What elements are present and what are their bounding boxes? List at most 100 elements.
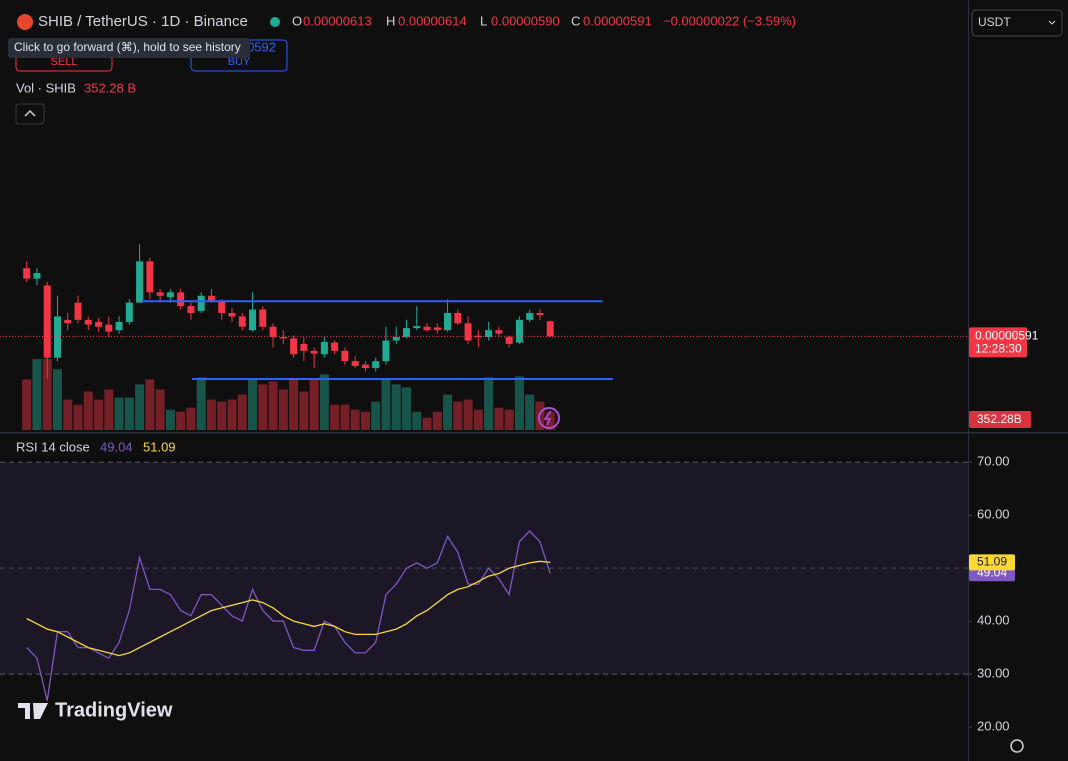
candle-body: [495, 330, 503, 334]
candle-body: [310, 350, 318, 354]
h-value: 0.00000614: [398, 13, 467, 28]
candle-body: [331, 342, 339, 351]
volume-bar: [463, 399, 473, 430]
volume-bar: [371, 401, 381, 430]
volume-bar: [401, 387, 411, 430]
volume-badge-label: 352.28B: [977, 412, 1022, 426]
buy-label[interactable]: BUY: [228, 56, 251, 68]
y-tick-label: 70.00: [977, 454, 1010, 469]
axis-divider: [968, 0, 969, 761]
volume-bar: [52, 369, 62, 430]
rsi-band: [0, 462, 968, 675]
dropdown-icon: [1048, 20, 1056, 25]
currency-label[interactable]: USDT: [978, 15, 1011, 29]
settings-icon[interactable]: [1010, 739, 1024, 753]
candle-body: [444, 312, 452, 331]
pane-divider: [0, 432, 1068, 434]
candle-body: [546, 321, 554, 337]
rsi-legend: RSI 14 close: [16, 439, 90, 454]
volume-bar: [360, 411, 370, 430]
volume-bar: [165, 409, 175, 430]
volume-bar: [94, 399, 104, 430]
volume-bar: [268, 381, 278, 430]
candle-body: [64, 319, 72, 324]
volume-bar: [381, 379, 391, 430]
candle-body: [249, 309, 257, 331]
candle-body: [433, 327, 441, 331]
change: −0.00000022 (−3.59%): [663, 13, 796, 28]
candle-body: [485, 330, 493, 338]
volume-bar: [176, 411, 186, 430]
sell-label[interactable]: SELL: [51, 56, 78, 68]
candle-body: [238, 316, 246, 327]
bolt: [543, 410, 552, 426]
volume-bar: [145, 379, 155, 430]
volume-bar: [114, 397, 124, 430]
candle-body: [279, 337, 287, 339]
volume-bar: [525, 394, 535, 430]
y-tick-label: 20.00: [977, 718, 1010, 733]
candle-body: [536, 312, 544, 316]
volume-bar: [391, 384, 401, 430]
volume-bar: [299, 391, 309, 430]
volume-bar: [186, 407, 196, 430]
candle-body: [392, 337, 400, 341]
logo-icon: [18, 703, 48, 719]
candle-body: [361, 364, 369, 369]
volume-bar: [206, 399, 216, 430]
tooltip-text: Click to go forward (⌘), hold to see his…: [14, 40, 241, 54]
currency-select[interactable]: [971, 9, 1063, 37]
candle-body: [115, 321, 123, 331]
candle-body: [218, 300, 226, 313]
volume-bar: [278, 389, 288, 430]
tooltip: [8, 38, 250, 58]
volume-bar: [248, 379, 258, 430]
volume-bar: [484, 377, 494, 430]
h-label: H: [386, 13, 395, 28]
volume-bar: [494, 407, 504, 430]
volume-value: 352.28 B: [84, 80, 136, 95]
candle-body: [341, 350, 349, 362]
candle-body: [351, 361, 359, 366]
candle-body: [177, 292, 185, 307]
candle-body: [300, 343, 308, 351]
volume-bar: [155, 389, 165, 430]
collapse-button[interactable]: [15, 103, 45, 125]
candle-body: [95, 321, 103, 327]
candle-body: [259, 309, 267, 327]
volume-bar: [319, 374, 329, 430]
l-value: 0.00000590: [491, 13, 560, 28]
l-label: L: [480, 13, 487, 28]
volume-bar: [473, 409, 483, 430]
volume-bar: [124, 397, 134, 430]
volume-bar: [104, 389, 114, 430]
candle-body: [454, 312, 462, 324]
volume-bar: [350, 409, 360, 430]
candle-body: [156, 292, 164, 296]
y-tick-label: 60.00: [977, 507, 1010, 522]
volume-bar: [514, 376, 524, 430]
volume-bar: [412, 411, 422, 430]
buy-price[interactable]: 0592: [247, 39, 276, 54]
candle-body: [269, 326, 277, 338]
last-price-label: 0.00000591: [975, 329, 1039, 343]
volume-bar: [73, 404, 83, 430]
candle-body: [187, 306, 195, 313]
volume-bar: [227, 399, 237, 430]
volume-bar: [340, 404, 350, 430]
volume-bar: [42, 359, 52, 430]
candle-body: [290, 338, 298, 355]
rsi-line: [26, 560, 551, 657]
volume-bar: [83, 391, 93, 430]
candle-body: [372, 361, 380, 369]
candle-body: [526, 312, 534, 320]
candle-body: [423, 326, 431, 331]
volume-bar: [63, 399, 73, 430]
alert-icon[interactable]: [538, 407, 560, 429]
rsi-line: [26, 530, 551, 701]
candle-body: [515, 319, 523, 343]
volume-bar: [504, 409, 514, 430]
candle-body: [505, 337, 513, 344]
